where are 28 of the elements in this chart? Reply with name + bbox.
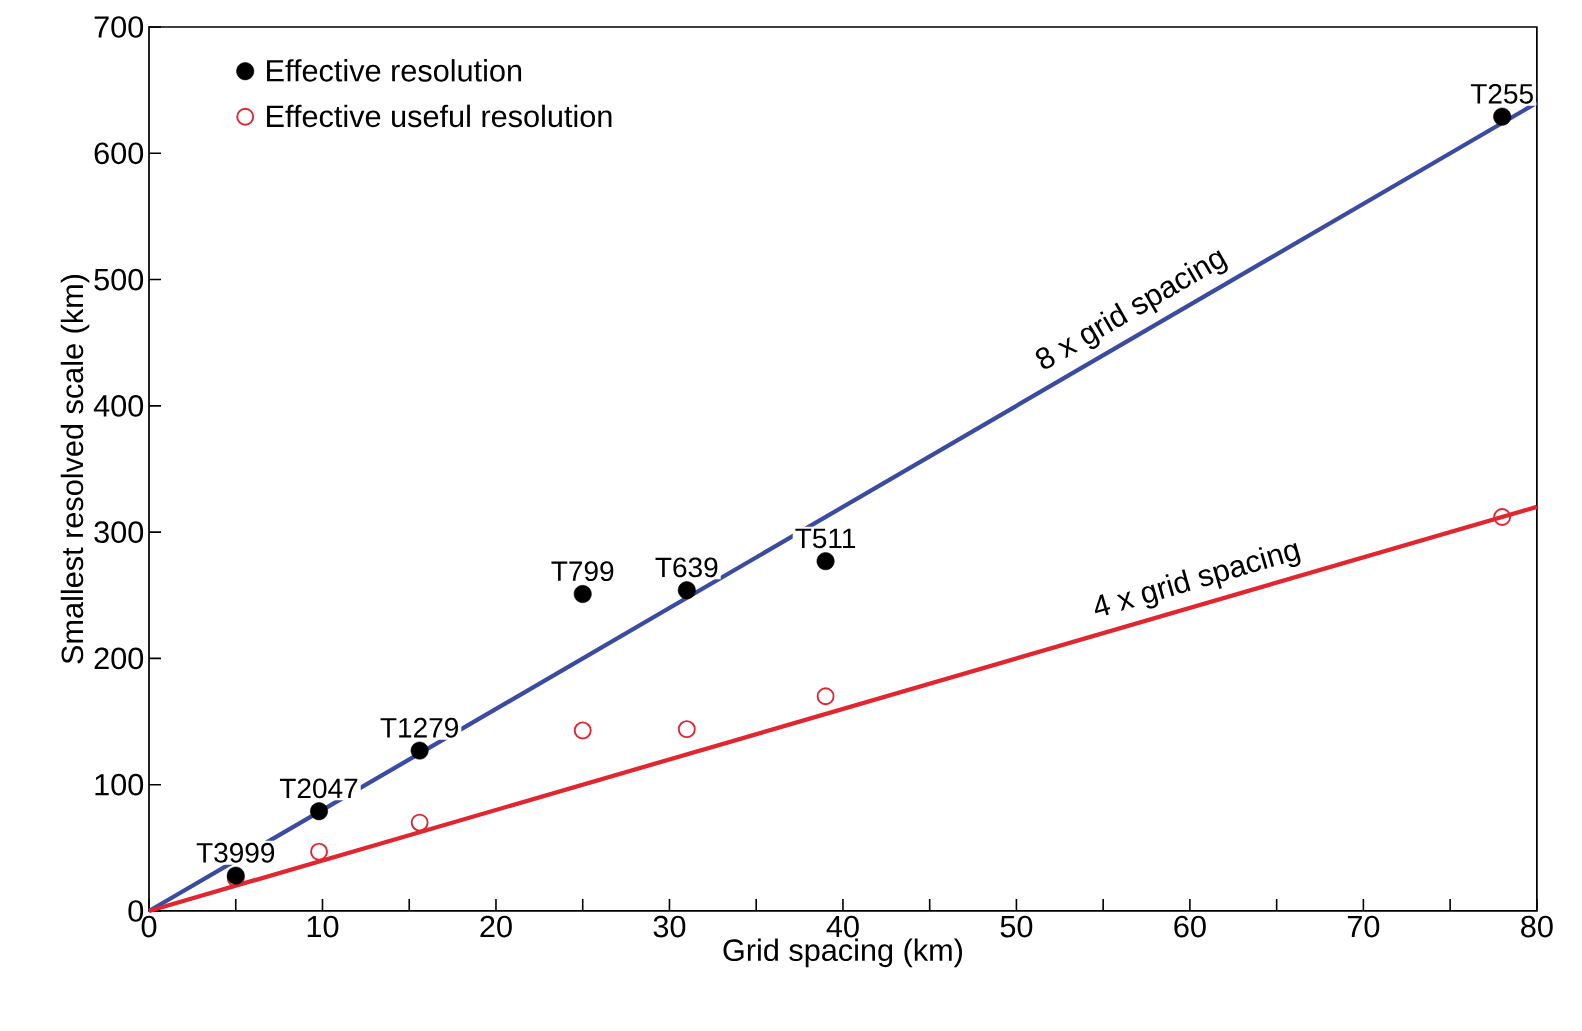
x-tick-label: 30	[653, 915, 686, 938]
data-label: T2047	[279, 778, 358, 799]
x-tick-label: 40	[826, 915, 859, 938]
data-label: T3999	[196, 842, 275, 863]
data-label: T255	[1470, 83, 1533, 104]
annotation: 4 x grid spacing	[1094, 543, 1301, 616]
x-tick-label: 80	[1521, 915, 1553, 938]
x-tick-label: 20	[480, 915, 512, 938]
data-label: T1279	[380, 717, 458, 738]
y-tick-label: 300	[94, 521, 144, 543]
x-tick-label: 70	[1347, 915, 1380, 938]
data-label: T639	[655, 557, 718, 578]
legend-label: Effective useful resolution	[267, 104, 612, 128]
x-axis-title: Grid spacing (km)	[723, 938, 962, 968]
y-tick-label: 0	[128, 900, 144, 922]
y-tick-label: 400	[93, 394, 144, 417]
x-tick-label: 60	[1174, 915, 1206, 938]
y-tick-label: 500	[94, 268, 144, 291]
data-label: T511	[795, 528, 856, 549]
data-label: T799	[551, 561, 614, 582]
y-tick-label: 100	[95, 773, 144, 796]
y-axis-title: Smallest resolved scale (km)	[60, 274, 90, 664]
y-tick-label: 600	[94, 142, 144, 165]
x-tick-label: 50	[1000, 915, 1033, 938]
x-tick-label: 10	[307, 915, 339, 938]
legend-label: Effective resolution	[267, 59, 522, 82]
y-tick-label: 200	[94, 647, 144, 670]
y-tick-label: 700	[94, 16, 144, 38]
